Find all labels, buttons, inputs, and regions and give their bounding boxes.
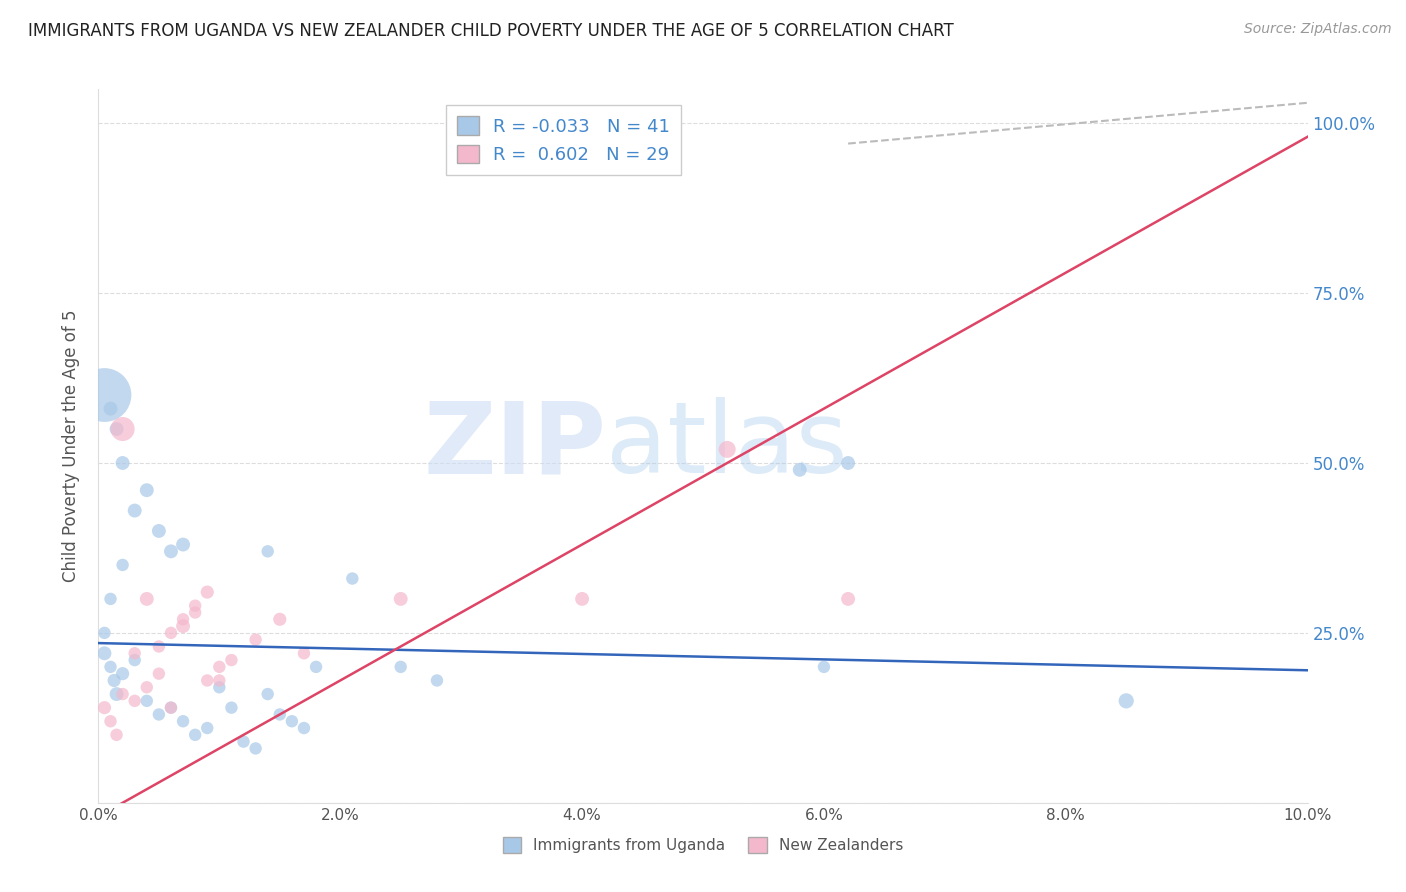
Point bbox=[148, 640, 170, 654]
Point bbox=[172, 619, 194, 633]
Point bbox=[184, 606, 207, 620]
Point bbox=[426, 673, 449, 688]
Point bbox=[837, 591, 859, 606]
Point bbox=[105, 687, 128, 701]
Point bbox=[256, 544, 278, 558]
Point bbox=[195, 673, 218, 688]
Point bbox=[389, 660, 412, 674]
Point bbox=[124, 646, 146, 660]
Point bbox=[281, 714, 304, 729]
Point bbox=[148, 524, 170, 538]
Point bbox=[195, 721, 218, 735]
Point bbox=[160, 544, 183, 558]
Point bbox=[124, 694, 146, 708]
Point bbox=[100, 714, 122, 729]
Text: Source: ZipAtlas.com: Source: ZipAtlas.com bbox=[1244, 22, 1392, 37]
Point bbox=[103, 673, 125, 688]
Point bbox=[195, 585, 218, 599]
Point bbox=[135, 483, 157, 498]
Point bbox=[292, 721, 315, 735]
Point bbox=[111, 666, 134, 681]
Point bbox=[256, 687, 278, 701]
Point bbox=[172, 612, 194, 626]
Point bbox=[221, 700, 243, 714]
Point bbox=[105, 728, 128, 742]
Point bbox=[172, 714, 194, 729]
Text: atlas: atlas bbox=[606, 398, 848, 494]
Point bbox=[124, 653, 146, 667]
Point bbox=[789, 463, 811, 477]
Point bbox=[111, 687, 134, 701]
Point bbox=[837, 456, 859, 470]
Y-axis label: Child Poverty Under the Age of 5: Child Poverty Under the Age of 5 bbox=[62, 310, 80, 582]
Point bbox=[100, 401, 122, 416]
Point bbox=[342, 572, 364, 586]
Point bbox=[269, 707, 291, 722]
Point bbox=[571, 591, 593, 606]
Point bbox=[292, 646, 315, 660]
Point bbox=[124, 503, 146, 517]
Point bbox=[93, 388, 115, 402]
Point bbox=[389, 591, 412, 606]
Point bbox=[93, 646, 115, 660]
Point bbox=[135, 680, 157, 694]
Point bbox=[148, 666, 170, 681]
Point bbox=[93, 626, 115, 640]
Point bbox=[245, 632, 267, 647]
Point bbox=[160, 700, 183, 714]
Point bbox=[221, 653, 243, 667]
Point bbox=[111, 422, 134, 436]
Point bbox=[111, 456, 134, 470]
Point bbox=[1115, 694, 1137, 708]
Text: IMMIGRANTS FROM UGANDA VS NEW ZEALANDER CHILD POVERTY UNDER THE AGE OF 5 CORRELA: IMMIGRANTS FROM UGANDA VS NEW ZEALANDER … bbox=[28, 22, 953, 40]
Point bbox=[269, 612, 291, 626]
Point bbox=[100, 591, 122, 606]
Point bbox=[245, 741, 267, 756]
Point bbox=[716, 442, 738, 457]
Point bbox=[232, 734, 254, 748]
Point bbox=[184, 599, 207, 613]
Point bbox=[305, 660, 328, 674]
Point bbox=[111, 558, 134, 572]
Point bbox=[184, 728, 207, 742]
Point bbox=[135, 694, 157, 708]
Point bbox=[105, 422, 128, 436]
Point bbox=[148, 707, 170, 722]
Text: ZIP: ZIP bbox=[423, 398, 606, 494]
Point bbox=[93, 700, 115, 714]
Point bbox=[208, 673, 231, 688]
Legend: Immigrants from Uganda, New Zealanders: Immigrants from Uganda, New Zealanders bbox=[496, 831, 910, 859]
Point bbox=[160, 700, 183, 714]
Point bbox=[172, 537, 194, 551]
Point bbox=[813, 660, 835, 674]
Point bbox=[208, 680, 231, 694]
Point bbox=[208, 660, 231, 674]
Point bbox=[135, 591, 157, 606]
Point bbox=[100, 660, 122, 674]
Point bbox=[160, 626, 183, 640]
